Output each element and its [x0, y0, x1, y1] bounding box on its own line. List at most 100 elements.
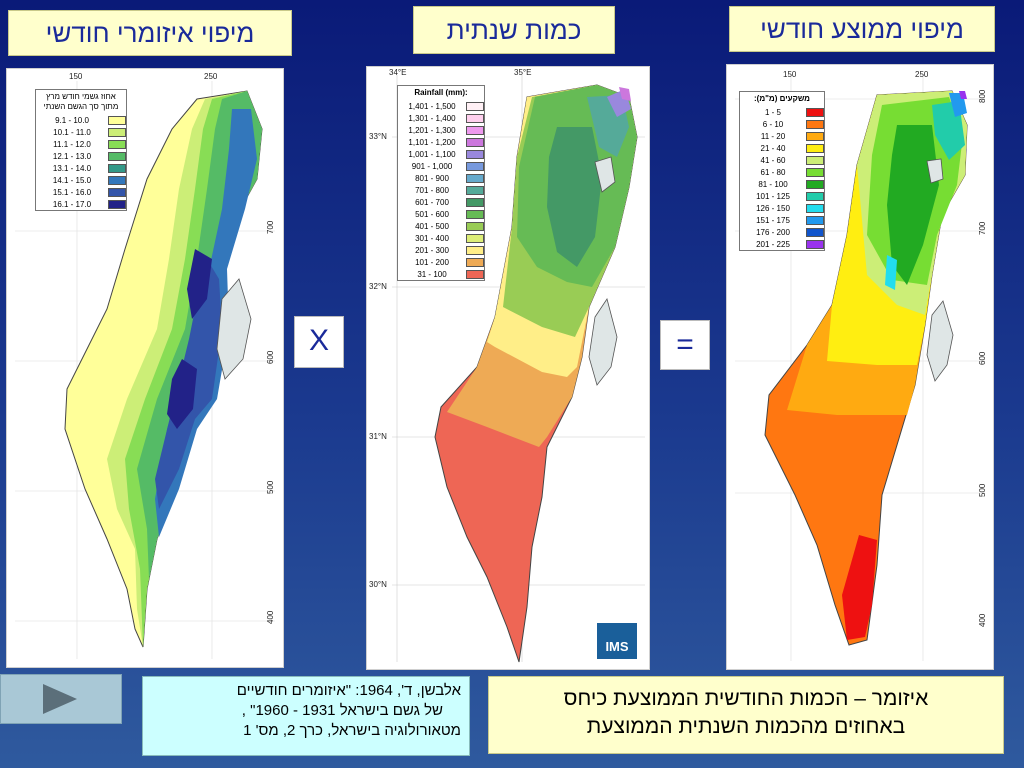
definition-line: איזומר – הכמות החודשית הממוצעת כיחס [563, 687, 929, 710]
monthly-legend-item: 151 - 175 [740, 214, 824, 226]
rainfall-legend-label: 601 - 700 [415, 197, 449, 207]
rainfall-legend-swatch [466, 125, 484, 135]
rainfall-legend-item: 301 - 400 [398, 232, 484, 244]
rainfall-legend-label: 401 - 500 [415, 221, 449, 231]
monthly-legend-label: 21 - 40 [760, 143, 786, 153]
monthly-legend-item: 81 - 100 [740, 178, 824, 190]
rainfall-legend-item: 601 - 700 [398, 196, 484, 208]
next-slide-button[interactable] [0, 674, 122, 724]
monthly-legend-swatch [806, 167, 824, 177]
title-annual-amount: כמות שנתית [413, 6, 615, 54]
svg-text:31°N: 31°N [369, 432, 387, 441]
monthly-legend-label: 1 - 5 [764, 107, 781, 117]
svg-text:700: 700 [266, 220, 275, 234]
monthly-mean-map-graphic: 150 250 800 700 600 500 400 [735, 70, 987, 661]
rainfall-legend-item: 501 - 600 [398, 208, 484, 220]
svg-text:34°E: 34°E [389, 68, 406, 77]
play-icon [43, 684, 77, 714]
rainfall-legend-swatch [466, 173, 484, 183]
monthly-legend-label: 176 - 200 [756, 227, 790, 237]
monthly-legend-item: 176 - 200 [740, 226, 824, 238]
isomer-legend-item: 13.1 - 14.0 [36, 162, 126, 174]
rainfall-legend-swatch [466, 269, 484, 279]
rainfall-legend-item: 31 - 100 [398, 268, 484, 280]
monthly-legend-swatch [806, 131, 824, 141]
monthly-legend-label: 101 - 125 [756, 191, 790, 201]
isomer-definition-box: איזומר – הכמות החודשית הממוצעת כיחס באחו… [488, 676, 1004, 754]
isomer-legend-swatch [108, 163, 126, 173]
rainfall-legend-label: 901 - 1,000 [411, 161, 453, 171]
monthly-legend-item: 101 - 125 [740, 190, 824, 202]
rainfall-legend-swatch [466, 209, 484, 219]
monthly-legend-swatch [806, 107, 824, 117]
isomer-legend-header: אחוז גשמי חודש מרץ מתוך סך הגשם השנתי [43, 92, 119, 111]
rainfall-legend-item: 1,001 - 1,100 [398, 148, 484, 160]
isomer-legend-swatch [108, 175, 126, 185]
rainfall-legend: Rainfall (mm): 1,401 - 1,500 1,301 - 1,40… [397, 85, 485, 281]
monthly-legend-item: 11 - 20 [740, 130, 824, 142]
monthly-legend-label: 81 - 100 [758, 179, 788, 189]
monthly-legend-swatch [806, 179, 824, 189]
rainfall-legend-swatch [466, 137, 484, 147]
svg-text:600: 600 [266, 350, 275, 364]
monthly-legend-label: 61 - 80 [760, 167, 786, 177]
monthly-legend-swatch [806, 239, 824, 249]
monthly-legend-item: 61 - 80 [740, 166, 824, 178]
annual-rainfall-map-panel: 34°E 35°E 33°N 32°N 31°N 30°N IMS Rainfa… [366, 66, 650, 670]
rainfall-legend-label: 1,201 - 1,300 [408, 125, 456, 135]
rainfall-legend-label: 201 - 300 [415, 245, 449, 255]
rainfall-legend-item: 1,201 - 1,300 [398, 124, 484, 136]
monthly-legend-item: 1 - 5 [740, 106, 824, 118]
monthly-legend-swatch [806, 155, 824, 165]
svg-text:600: 600 [978, 351, 987, 365]
rainfall-legend-swatch [466, 101, 484, 111]
isomer-legend: אחוז גשמי חודש מרץ מתוך סך הגשם השנתי 9.… [35, 89, 127, 211]
monthly-legend-label: 41 - 60 [760, 155, 786, 165]
svg-text:33°N: 33°N [369, 132, 387, 141]
isomer-legend-item: 15.1 - 16.0 [36, 186, 126, 198]
svg-text:250: 250 [915, 70, 929, 79]
isomer-legend-label: 13.1 - 14.0 [52, 163, 92, 173]
isomer-map-graphic: 150 250 700 600 500 400 [15, 72, 275, 659]
multiply-sign: X [294, 316, 344, 368]
rainfall-legend-item: 1,101 - 1,200 [398, 136, 484, 148]
monthly-legend-label: 151 - 175 [756, 215, 790, 225]
monthly-legend-swatch [806, 227, 824, 237]
rainfall-legend-label: 701 - 800 [415, 185, 449, 195]
isomer-legend-swatch [108, 199, 126, 209]
rainfall-legend-swatch [466, 197, 484, 207]
isomer-legend-item: 11.1 - 12.0 [36, 138, 126, 150]
isomer-legend-swatch [108, 127, 126, 137]
monthly-legend-swatch [806, 203, 824, 213]
rainfall-legend-item: 101 - 200 [398, 256, 484, 268]
rainfall-legend-item: 1,401 - 1,500 [398, 100, 484, 112]
rainfall-legend-item: 801 - 900 [398, 172, 484, 184]
citation-line: מטאורולוגיה בישראל, כרך 2, מס' 1 [243, 722, 461, 739]
monthly-legend-label: 126 - 150 [756, 203, 790, 213]
rainfall-legend-label: 1,401 - 1,500 [408, 101, 456, 111]
svg-text:35°E: 35°E [514, 68, 531, 77]
monthly-legend-swatch [806, 143, 824, 153]
svg-text:32°N: 32°N [369, 282, 387, 291]
rainfall-legend-swatch [466, 221, 484, 231]
isomer-legend-swatch [108, 115, 126, 125]
definition-line: באחוזים מהכמות השנתית הממוצעת [586, 715, 906, 738]
rainfall-legend-swatch [466, 257, 484, 267]
citation-line: של גשם בישראל 1931 - 1960" , [241, 702, 443, 719]
rainfall-legend-swatch [466, 185, 484, 195]
monthly-legend-item: 201 - 225 [740, 238, 824, 250]
isomer-legend-label: 9.1 - 10.0 [55, 115, 89, 125]
isomer-legend-item: 16.1 - 17.0 [36, 198, 126, 210]
monthly-legend: משקעים (מ"מ): 1 - 5 6 - 10 11 - 20 21 - 40 4… [739, 91, 825, 251]
rainfall-legend-label: 101 - 200 [415, 257, 449, 267]
monthly-legend-swatch [806, 119, 824, 129]
isomer-legend-item: 10.1 - 11.0 [36, 126, 126, 138]
rainfall-legend-swatch [466, 233, 484, 243]
monthly-legend-item: 41 - 60 [740, 154, 824, 166]
isomer-legend-label: 11.1 - 12.0 [53, 139, 91, 149]
isomer-map-panel: 150 250 700 600 500 400 אחוז גשמי חודש מ… [6, 68, 284, 668]
rainfall-legend-swatch [466, 161, 484, 171]
svg-text:400: 400 [978, 613, 987, 627]
svg-text:500: 500 [266, 480, 275, 494]
monthly-legend-label: 201 - 225 [756, 239, 790, 249]
